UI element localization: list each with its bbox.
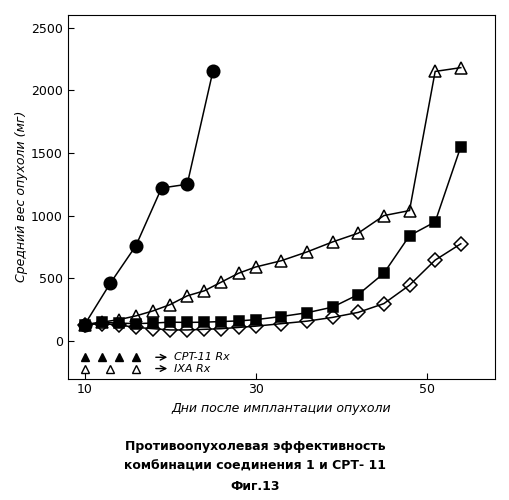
X-axis label: Дни после имплантации опухоли: Дни после имплантации опухоли	[171, 402, 390, 415]
Text: IXA Rx: IXA Rx	[174, 364, 210, 374]
Text: Противоопухолевая эффективность: Противоопухолевая эффективность	[124, 440, 385, 453]
Text: CPT-11 Rx: CPT-11 Rx	[174, 352, 230, 362]
Text: Фиг.13: Фиг.13	[230, 480, 279, 493]
Y-axis label: Средний вес опухоли (мг): Средний вес опухоли (мг)	[15, 111, 28, 282]
Text: комбинации соединения 1 и СРТ- 11: комбинации соединения 1 и СРТ- 11	[124, 460, 385, 473]
